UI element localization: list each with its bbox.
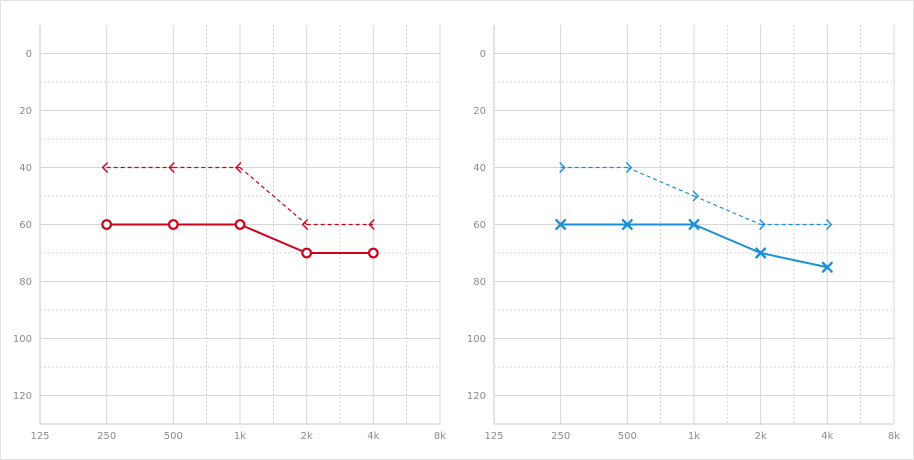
data-point-bracket-right <box>559 162 566 173</box>
y-tick-label: 60 <box>473 220 486 231</box>
y-tick-label: 80 <box>473 277 486 288</box>
x-tick-label: 2k <box>755 431 767 442</box>
y-tick-label: 20 <box>473 106 486 117</box>
data-point-cross <box>821 261 833 273</box>
data-point-bracket-right <box>825 219 833 230</box>
data-point-bracket-left <box>368 219 375 230</box>
data-point-circle <box>167 219 179 230</box>
x-tick-label: 250 <box>97 431 116 442</box>
data-point-bracket-left <box>168 162 175 173</box>
series-line-segment <box>239 167 308 225</box>
x-tick-label: 125 <box>484 431 503 442</box>
x-tick-label: 8k <box>434 431 446 442</box>
y-tick-label: 0 <box>480 49 486 60</box>
data-point-circle <box>101 219 113 230</box>
x-tick-label: 250 <box>551 431 570 442</box>
data-point-circle <box>301 247 313 259</box>
y-tick-label: 120 <box>467 391 486 402</box>
y-tick-label: 0 <box>26 49 32 60</box>
x-tick-label: 500 <box>164 431 183 442</box>
audiogram-left: 0 20 40 60 80 100 120 125 250 500 1k 2k 4k 8k <box>13 25 446 442</box>
data-point-bracket-left <box>101 162 109 173</box>
data-point-bracket-left <box>301 219 309 230</box>
y-tick-label: 80 <box>19 277 32 288</box>
series-line-segment <box>760 252 828 269</box>
data-point-cross <box>621 219 633 230</box>
data-point-bracket-right <box>759 219 766 230</box>
data-point-cross <box>755 247 767 259</box>
x-tick-label: 8k <box>888 431 900 442</box>
data-point-bracket-right <box>625 162 633 173</box>
x-tick-label: 4k <box>821 431 833 442</box>
data-point-bracket-left <box>235 162 242 173</box>
y-tick-label: 40 <box>473 163 486 174</box>
y-tick-label: 100 <box>13 334 32 345</box>
y-tick-label: 20 <box>19 106 32 117</box>
x-tick-label: 1k <box>234 431 246 442</box>
x-tick-label: 2k <box>301 431 313 442</box>
series-line-segment <box>693 223 762 254</box>
x-tick-label: 1k <box>688 431 700 442</box>
audiogram-right: 0 20 40 60 80 100 120 125 250 500 1k 2k 4k 8k <box>467 25 900 442</box>
x-tick-label: 125 <box>30 431 49 442</box>
y-tick-label: 40 <box>19 163 32 174</box>
y-tick-label: 120 <box>13 391 32 402</box>
y-tick-label: 60 <box>19 220 32 231</box>
y-tick-label: 100 <box>467 334 486 345</box>
data-point-cross <box>688 219 700 230</box>
series-line-segment <box>239 223 308 254</box>
x-tick-label: 500 <box>618 431 637 442</box>
series-line-segment <box>693 195 761 226</box>
data-point-cross <box>555 219 567 230</box>
x-tick-label: 4k <box>367 431 379 442</box>
data-point-bracket-right <box>692 190 699 202</box>
data-point-circle <box>367 247 379 259</box>
data-point-circle <box>234 219 246 230</box>
series-line-segment <box>627 166 695 197</box>
